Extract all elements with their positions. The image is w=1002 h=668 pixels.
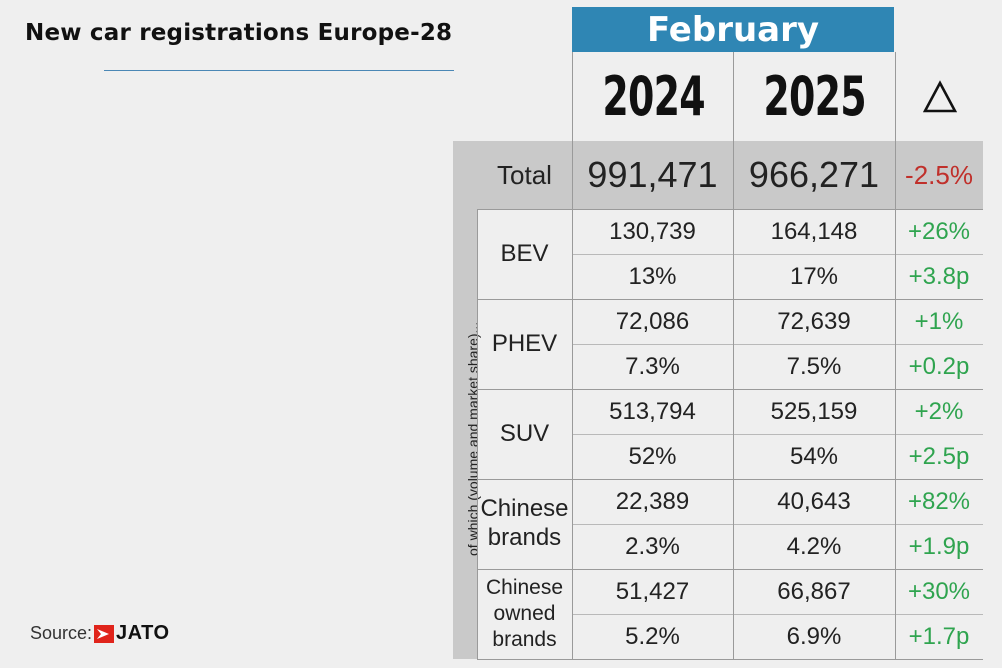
- source-label: Source:: [30, 623, 93, 643]
- row-label-1: PHEV: [477, 299, 572, 389]
- row-border: [477, 479, 983, 480]
- year-header-2024: 2024: [572, 52, 734, 141]
- row-label-3: Chinese brands: [477, 479, 572, 569]
- volume-cell: +26%: [907, 217, 971, 245]
- share-cell: 17%: [789, 262, 839, 290]
- row-label-0: BEV: [477, 209, 572, 299]
- column-divider: [572, 141, 573, 659]
- grid-top-border: [477, 209, 983, 210]
- total-2025: 966,271: [748, 154, 880, 195]
- row-border: [477, 389, 983, 390]
- volume-cell: 72,086: [615, 307, 690, 335]
- row-label-line: owned: [493, 601, 556, 625]
- share-cell: +1.7p: [908, 622, 970, 650]
- row-label-line: brands: [487, 524, 562, 551]
- volume-cell: +30%: [907, 577, 971, 605]
- side-band: [453, 141, 477, 659]
- volume-cell: 130,739: [609, 217, 696, 245]
- volume-cell: 51,427: [615, 577, 690, 605]
- volume-cell: 22,389: [615, 487, 690, 515]
- jato-logo-icon: [94, 624, 115, 643]
- share-cell: 54%: [789, 442, 839, 470]
- row-label-line: BEV: [500, 239, 549, 267]
- share-cell: +0.2p: [908, 352, 970, 380]
- share-cell: 2.3%: [625, 532, 680, 560]
- source-line: Source: JATO: [30, 622, 170, 645]
- volume-cell: +1%: [914, 307, 964, 335]
- share-cell: +1.9p: [908, 532, 970, 560]
- row-border: [477, 659, 983, 660]
- year-header-2025: 2025: [733, 52, 896, 141]
- share-cell: 52%: [628, 442, 677, 470]
- row-divider: [572, 614, 983, 615]
- title-underline: [104, 70, 454, 71]
- delta-icon: [923, 79, 957, 112]
- share-cell: 7.3%: [625, 352, 680, 380]
- volume-cell: 525,159: [770, 397, 858, 425]
- total-label: Total: [497, 159, 552, 190]
- column-divider: [477, 209, 478, 659]
- row-label-line: Chinese: [485, 575, 564, 599]
- volume-cell: +82%: [907, 487, 971, 515]
- row-label-line: PHEV: [491, 329, 558, 357]
- year-2025-label: 2025: [763, 65, 867, 128]
- month-header: February: [572, 7, 894, 52]
- share-cell: 4.2%: [786, 532, 842, 560]
- column-divider: [733, 141, 734, 659]
- column-divider: [895, 141, 896, 659]
- chart-title: New car registrations Europe-28: [25, 20, 453, 46]
- row-label-line: SUV: [499, 419, 550, 447]
- row-label-line: Chinese: [480, 495, 569, 523]
- volume-cell: 72,639: [777, 307, 851, 335]
- share-cell: +2.5p: [908, 442, 970, 470]
- total-row-background: [477, 141, 983, 209]
- total-2024: 991,471: [587, 154, 718, 195]
- volume-cell: 164,148: [770, 217, 858, 245]
- total-delta: -2.5%: [905, 159, 973, 190]
- row-divider: [572, 344, 983, 345]
- row-border: [477, 299, 983, 300]
- share-cell: 7.5%: [786, 352, 842, 380]
- row-label-line: brands: [492, 628, 557, 652]
- share-cell: 5.2%: [625, 622, 680, 650]
- delta-header: [895, 52, 984, 141]
- share-cell: +3.8p: [908, 262, 970, 290]
- volume-cell: 66,867: [777, 577, 851, 605]
- jato-logo-text: JATO: [116, 622, 170, 644]
- volume-cell: 513,794: [609, 397, 696, 425]
- row-label-4: Chinese owned brands: [477, 569, 572, 659]
- row-border: [477, 569, 983, 570]
- row-divider: [572, 524, 983, 525]
- volume-cell: +2%: [914, 397, 964, 425]
- share-cell: 13%: [628, 262, 677, 290]
- volume-cell: 40,643: [777, 487, 851, 515]
- row-label-2: SUV: [477, 389, 572, 479]
- row-divider: [572, 254, 983, 255]
- year-2024-label: 2024: [602, 65, 705, 128]
- row-divider: [572, 434, 983, 435]
- share-cell: 6.9%: [786, 622, 842, 650]
